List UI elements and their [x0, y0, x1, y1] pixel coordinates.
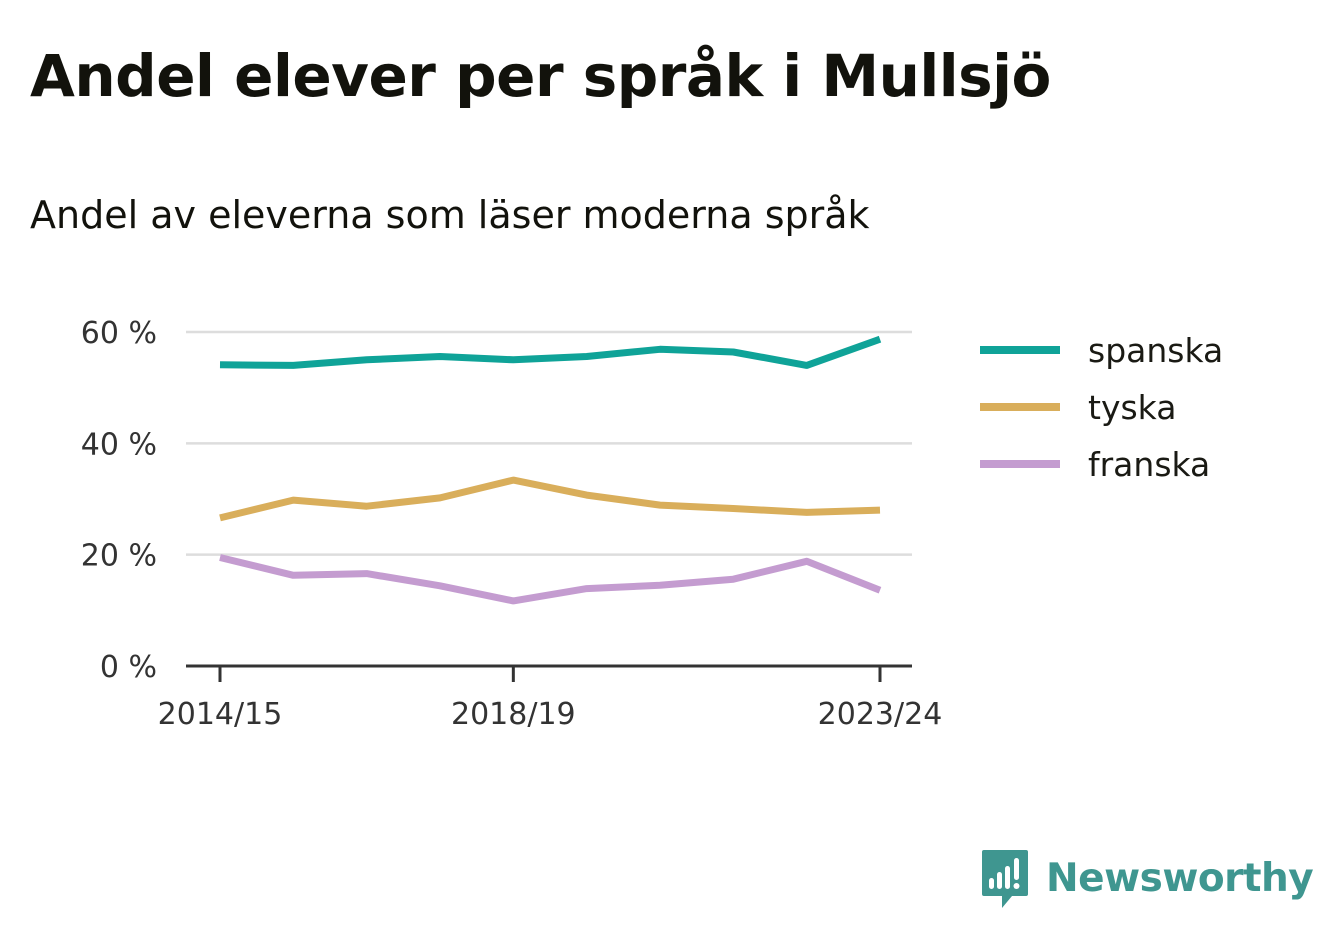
legend-label: franska — [1088, 445, 1210, 484]
y-tick-label: 20 % — [81, 539, 157, 574]
legend: spanska tyska franska — [980, 331, 1223, 484]
x-tick-label: 2014/15 — [158, 697, 283, 732]
newsworthy-brand: Newsworthy — [980, 848, 1314, 910]
x-tick-label: 2023/24 — [818, 697, 943, 732]
x-tick-label: 2018/19 — [451, 697, 576, 732]
legend-label: tyska — [1088, 388, 1176, 427]
series-line-tyska — [219, 476, 881, 522]
grid-lines — [186, 330, 912, 556]
axes: 0 % 20 % 40 % 60 % 2014/15 2018/19 2023/24 — [81, 316, 943, 732]
newsworthy-logo-icon — [982, 850, 1028, 908]
y-tick-label: 40 % — [81, 427, 157, 462]
series-line-spanska — [219, 335, 882, 369]
y-tick-label: 0 % — [100, 650, 157, 685]
legend-label: spanska — [1088, 331, 1223, 370]
brand-name: Newsworthy — [1046, 856, 1314, 901]
series-line-franska — [219, 554, 882, 605]
y-tick-label: 60 % — [81, 316, 157, 351]
chart-title: Andel elever per språk i Mullsjö — [30, 42, 1051, 110]
chart-subtitle: Andel av eleverna som läser moderna språ… — [30, 193, 870, 237]
series-lines — [219, 335, 882, 605]
